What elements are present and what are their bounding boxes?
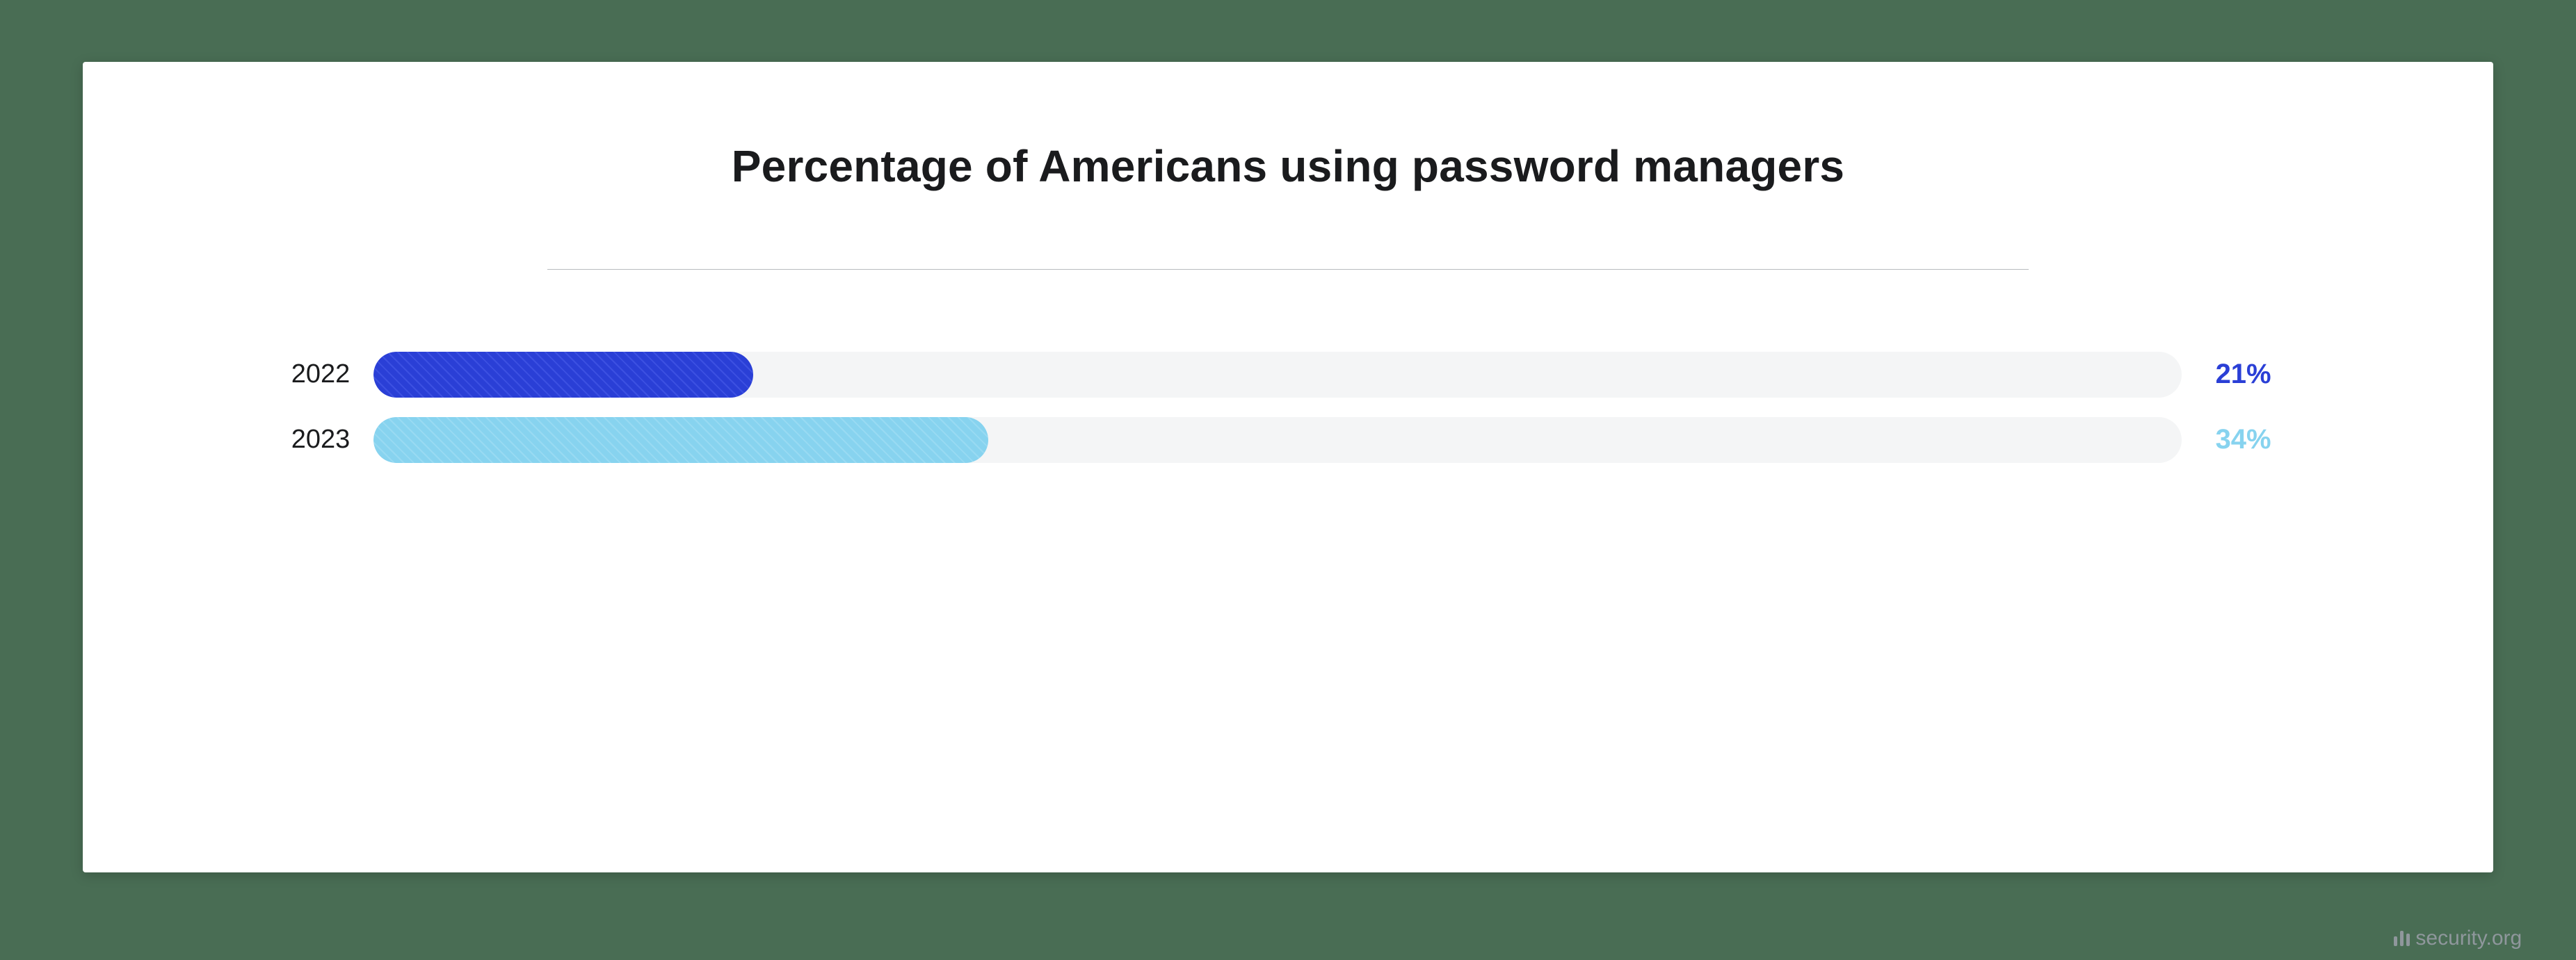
chart-title: Percentage of Americans using password m… (215, 140, 2361, 192)
bar-value: 21% (2182, 359, 2340, 390)
brand-bars-icon (2394, 931, 2410, 946)
title-divider (547, 269, 2028, 270)
chart-card: Percentage of Americans using password m… (83, 62, 2494, 872)
bar-label: 2023 (236, 425, 373, 455)
bar-track (373, 352, 2182, 398)
bar-label: 2022 (236, 359, 373, 389)
brand-text: security.org (2415, 927, 2522, 950)
bar-hatch (373, 352, 753, 398)
bar-row: 2023 34% (236, 417, 2340, 463)
outer-frame: Percentage of Americans using password m… (0, 0, 2576, 960)
bar-row: 2022 21% (236, 352, 2340, 398)
bar-fill (373, 417, 988, 463)
brand-attribution: security.org (2394, 927, 2522, 950)
bar-track (373, 417, 2182, 463)
bar-value: 34% (2182, 424, 2340, 455)
bar-rows: 2022 21% 2023 34% (215, 352, 2361, 463)
bar-fill (373, 352, 753, 398)
bar-hatch (373, 417, 988, 463)
